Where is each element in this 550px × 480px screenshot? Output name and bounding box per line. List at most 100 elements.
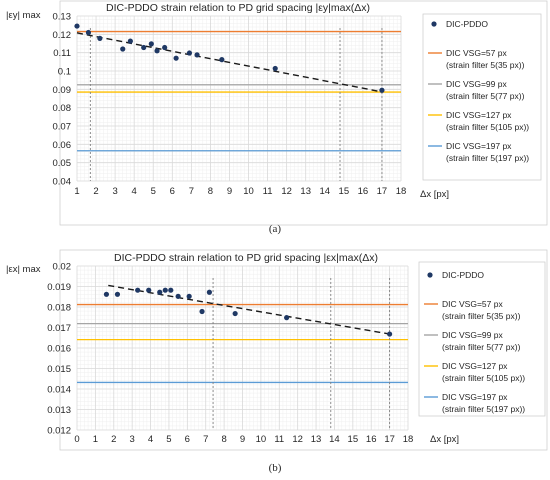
x-tick-label: 1 [93, 434, 98, 445]
x-tick-label: 18 [403, 434, 414, 445]
x-tick-label: 18 [396, 186, 407, 197]
data-point [272, 65, 278, 72]
legend-sublabel: (strain filter 5(35 px)) [446, 60, 525, 70]
legend-sublabel: (strain filter 5(105 px)) [446, 122, 529, 132]
x-tick-label: 13 [300, 186, 311, 197]
x-tick-label: 2 [93, 186, 98, 197]
legend-sublabel: (strain filter 5(197 px)) [446, 153, 529, 163]
y-tick-label: 0.018 [47, 303, 71, 314]
data-point [379, 87, 385, 93]
legend-label: DIC VSG=127 px [442, 361, 508, 371]
x-tick-label: 8 [221, 434, 226, 445]
data-point [157, 289, 163, 295]
y-tick-label: 0.13 [53, 12, 72, 23]
x-tick-label: 17 [377, 186, 388, 197]
x-tick-label: 3 [130, 434, 135, 445]
chart-panel-b: DIC-PDDO strain relation to PD grid spac… [6, 249, 548, 474]
legend-sublabel: (strain filter 5(77 px)) [442, 342, 521, 352]
data-point [186, 293, 192, 299]
legend-sublabel: (strain filter 5(35 px)) [442, 311, 521, 321]
x-tick-label: 0 [74, 434, 79, 445]
legend-label: DIC-PDDO [442, 270, 484, 280]
x-tick-label: 3 [112, 186, 117, 197]
x-tick-label: 6 [170, 186, 175, 197]
chart-title: DIC-PDDO strain relation to PD grid spac… [114, 252, 378, 264]
data-point [186, 50, 193, 56]
legend-label: DIC-PDDO [446, 19, 488, 29]
legend-label: DIC VSG=99 px [442, 330, 503, 340]
y-tick-label: 0.017 [47, 323, 71, 334]
x-tick-label: 9 [240, 434, 245, 445]
legend-sublabel: (strain filter 5(77 px)) [446, 91, 525, 101]
legend-label: DIC VSG=127 px [446, 110, 512, 120]
y-tick-label: 0.04 [53, 177, 72, 188]
y-tick-label: 0.013 [47, 405, 71, 416]
legend-label: DIC VSG=197 px [446, 141, 512, 151]
x-tick-label: 6 [185, 434, 190, 445]
legend-label: DIC VSG=57 px [446, 48, 507, 58]
y-tick-label: 0.07 [53, 122, 72, 133]
data-point [135, 287, 141, 293]
y-tick-label: 0.016 [47, 344, 71, 355]
legend-label: DIC VSG=197 px [442, 392, 508, 402]
x-tick-label: 13 [311, 434, 322, 445]
legend-box [418, 261, 546, 417]
x-tick-label: 7 [203, 434, 208, 445]
x-tick-label: 4 [132, 186, 137, 197]
data-point [74, 23, 80, 29]
legend-sublabel: (strain filter 5(105 px)) [442, 373, 525, 383]
x-tick-label: 10 [256, 434, 267, 445]
data-point [141, 44, 147, 51]
x-tick-label: 12 [281, 186, 292, 197]
x-tick-label: 16 [358, 186, 369, 197]
y-axis-label: |εx| max [6, 264, 41, 275]
y-tick-label: 0.014 [47, 385, 71, 396]
data-point [175, 293, 181, 299]
y-tick-label: 0.08 [53, 103, 72, 114]
x-axis-label: Δx [px] [430, 434, 459, 445]
x-tick-label: 9 [227, 186, 232, 197]
y-tick-label: 0.09 [53, 85, 72, 96]
data-point [103, 291, 110, 297]
panel-label: (b) [269, 462, 282, 474]
y-tick-label: 0.015 [47, 364, 71, 375]
data-point [206, 289, 212, 295]
data-point [146, 287, 152, 293]
x-tick-label: 4 [148, 434, 153, 445]
data-point [162, 287, 168, 293]
x-tick-label: 11 [274, 434, 284, 445]
y-tick-label: 0.05 [53, 158, 72, 169]
x-tick-label: 7 [189, 186, 194, 197]
x-tick-label: 10 [243, 186, 254, 197]
data-point [85, 29, 92, 36]
legend-label: DIC VSG=99 px [446, 79, 507, 89]
data-point [219, 57, 225, 63]
y-tick-label: 0.06 [53, 140, 72, 151]
x-tick-label: 17 [384, 434, 395, 445]
y-tick-label: 0.012 [47, 426, 71, 437]
data-point [148, 41, 154, 47]
data-point [194, 52, 200, 58]
data-point [387, 331, 393, 337]
data-point [168, 287, 174, 293]
x-tick-label: 16 [366, 434, 377, 445]
trend-line [108, 284, 390, 335]
x-tick-label: 1 [74, 186, 79, 197]
x-tick-label: 14 [319, 186, 330, 197]
y-tick-label: 0.12 [53, 30, 72, 41]
x-tick-label: 15 [339, 186, 350, 197]
legend-box [422, 13, 542, 181]
x-tick-label: 15 [348, 434, 359, 445]
y-tick-label: 0.02 [53, 262, 72, 273]
data-point [120, 46, 126, 52]
data-point [232, 310, 238, 317]
data-point [284, 315, 290, 321]
data-point [173, 55, 179, 61]
y-tick-label: 0.11 [53, 48, 71, 59]
chart-title: DIC-PDDO strain relation to PD grid spac… [106, 2, 370, 14]
panel-label: (a) [269, 223, 282, 235]
x-tick-label: 5 [166, 434, 171, 445]
legend-label: DIC VSG=57 px [442, 299, 503, 309]
y-tick-label: 0.1 [58, 67, 71, 78]
